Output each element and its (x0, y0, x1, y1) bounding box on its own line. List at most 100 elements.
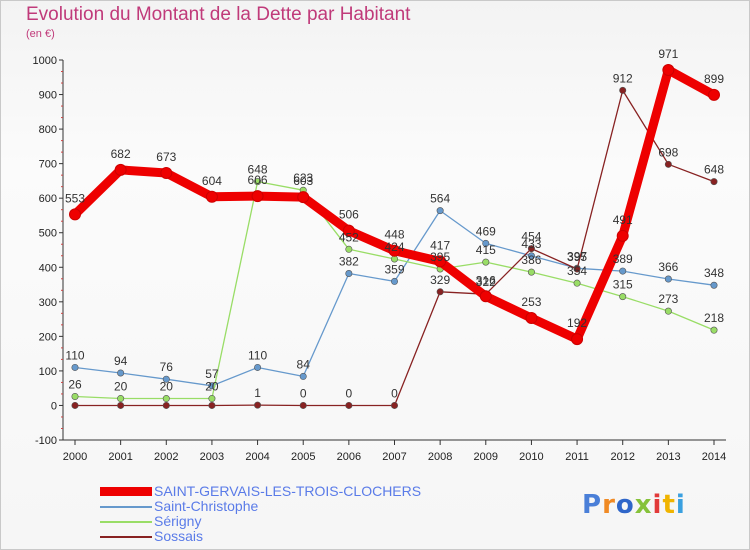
data-label: 386 (521, 253, 541, 267)
data-point (251, 190, 264, 203)
data-point (388, 244, 401, 257)
data-label: 648 (704, 163, 724, 177)
x-tick-label: 2003 (200, 451, 224, 463)
y-tick-label: -100 (35, 435, 57, 447)
data-label: 366 (658, 260, 678, 274)
x-tick-label: 2008 (428, 451, 452, 463)
data-label: 316 (476, 273, 496, 287)
logo-letter: i (652, 490, 663, 520)
data-label: 673 (156, 150, 176, 164)
data-point (205, 190, 218, 203)
legend-label: Sérigny (154, 513, 202, 529)
y-tick-label: 200 (39, 331, 57, 343)
data-point (662, 64, 675, 77)
data-label: 110 (65, 348, 84, 362)
legend-item-saint-christophe[interactable]: Saint-Christophe (100, 498, 460, 514)
data-point (619, 267, 627, 275)
data-point (208, 395, 216, 403)
data-label: 329 (430, 273, 450, 287)
data-point (708, 88, 720, 101)
data-label: 395 (430, 250, 450, 264)
data-label: 192 (567, 316, 587, 330)
data-point (573, 265, 581, 273)
data-point (482, 239, 490, 247)
data-label: 415 (476, 243, 496, 257)
y-tick-label: 500 (39, 228, 57, 240)
y-tick-label: 800 (39, 124, 57, 136)
x-tick-label: 2010 (519, 451, 543, 463)
data-label: 433 (521, 237, 541, 251)
chart-subtitle: (en €) (26, 28, 55, 40)
data-label: 698 (658, 145, 678, 159)
data-label: 397 (567, 249, 587, 263)
data-label: 20 (114, 380, 128, 394)
data-label: 389 (613, 252, 633, 266)
data-label: 322 (476, 275, 496, 289)
data-point (342, 224, 355, 237)
x-tick-label: 2013 (656, 451, 680, 463)
data-point (71, 392, 79, 400)
data-point (345, 269, 353, 277)
data-label: 0 (346, 386, 353, 400)
data-point (117, 401, 125, 409)
data-label: 354 (567, 264, 587, 278)
legend-label: Saint-Christophe (154, 498, 259, 514)
data-point (254, 363, 262, 371)
data-point (664, 307, 672, 315)
data-point (710, 281, 718, 289)
legend-item-serigny[interactable]: Sérigny (100, 513, 460, 529)
x-tick-label: 2009 (474, 451, 498, 463)
data-label: 454 (521, 230, 541, 244)
data-point (162, 401, 170, 409)
data-point (114, 163, 127, 176)
logo-letter: i (675, 490, 686, 520)
x-tick-label: 2004 (245, 451, 269, 463)
data-point (160, 166, 173, 179)
data-label: 452 (339, 230, 359, 244)
data-label: 682 (111, 147, 131, 161)
data-point (664, 160, 672, 168)
data-point (525, 312, 538, 325)
y-tick-label: 700 (39, 159, 57, 171)
y-tick-label: 300 (39, 297, 57, 309)
data-label: 899 (704, 72, 724, 86)
y-tick-label: 0 (51, 400, 57, 412)
data-point (117, 395, 125, 403)
data-point (710, 178, 718, 186)
data-point (390, 277, 398, 285)
legend-item-sossais[interactable]: Sossais (100, 528, 460, 544)
data-point (664, 275, 672, 283)
data-label: 218 (704, 311, 724, 325)
data-point (434, 255, 447, 268)
data-point (69, 208, 81, 221)
legend-item-saint-gervais[interactable]: SAINT-GERVAIS-LES-TROIS-CLOCHERS (100, 483, 460, 499)
data-point (527, 252, 535, 260)
data-label: 273 (658, 292, 678, 306)
data-label: 971 (658, 47, 678, 61)
x-tick-label: 2005 (291, 451, 315, 463)
x-tick-label: 2006 (337, 451, 361, 463)
data-label: 26 (68, 377, 82, 391)
y-tick-label: 100 (39, 366, 57, 378)
data-label: 359 (384, 262, 404, 276)
data-point (573, 279, 581, 287)
y-tick-label: 600 (39, 193, 57, 205)
data-point (254, 401, 262, 409)
logo-letter: P (582, 490, 603, 520)
data-point (619, 86, 627, 94)
data-point (390, 255, 398, 263)
legend: SAINT-GERVAIS-LES-TROIS-CLOCHERS Saint-C… (100, 483, 460, 544)
legend-swatch (100, 536, 152, 538)
data-point (345, 245, 353, 253)
data-label: 382 (339, 254, 359, 268)
data-point (616, 229, 629, 242)
data-label: 0 (391, 386, 398, 400)
logo-letter: o (615, 490, 635, 520)
data-point (297, 191, 310, 204)
data-point (345, 401, 353, 409)
data-point (571, 333, 584, 346)
y-tick-label: 400 (39, 262, 57, 274)
proxiti-logo: Proxiti (582, 490, 686, 520)
data-label: 564 (430, 192, 450, 206)
